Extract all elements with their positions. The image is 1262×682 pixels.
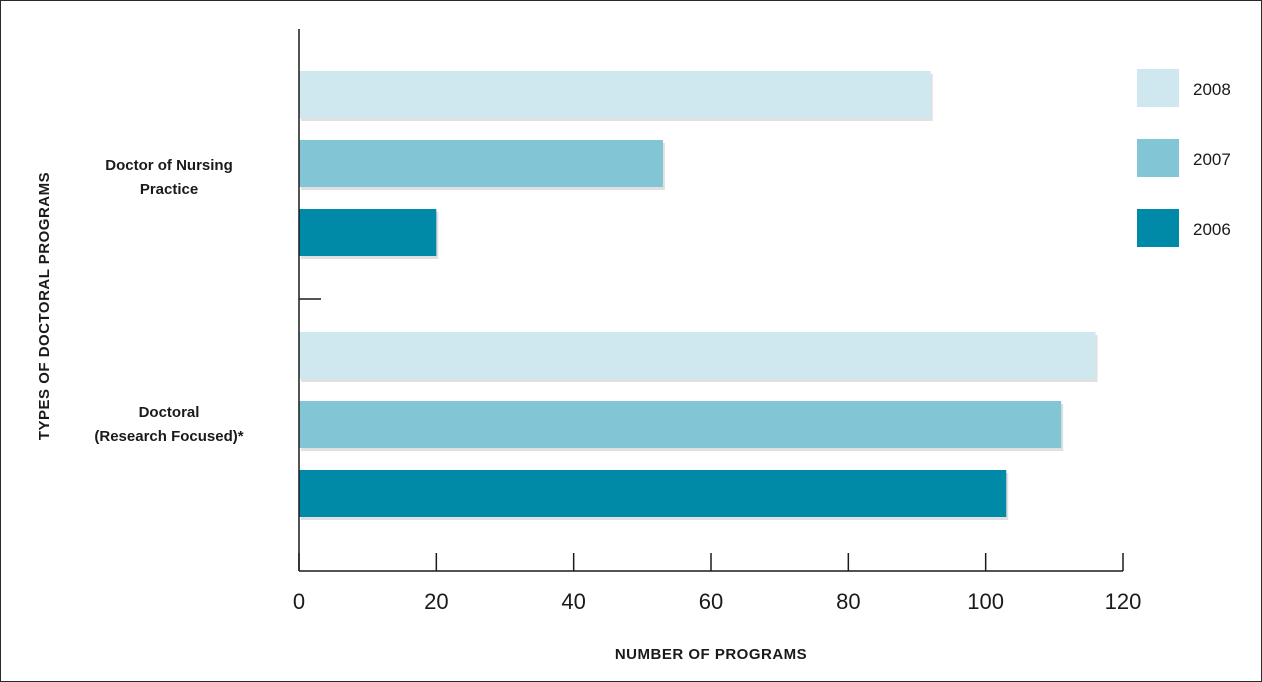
legend-swatch-2007 — [1137, 139, 1179, 177]
legend-label-2007: 2007 — [1193, 150, 1231, 169]
x-tick-label: 20 — [424, 589, 448, 614]
bars-layer — [299, 71, 1098, 520]
x-ticks-layer: 0 20 40 60 80 100 120 — [293, 553, 1141, 614]
legend-swatch-2006 — [1137, 209, 1179, 247]
x-tick-label: 60 — [699, 589, 723, 614]
y-axis-title: TYPES OF DOCTORAL PROGRAMS — [36, 172, 53, 440]
x-tick-label: 40 — [561, 589, 585, 614]
legend: 2008 2007 2006 — [1137, 69, 1231, 247]
legend-label-2006: 2006 — [1193, 220, 1231, 239]
legend-swatch-2008 — [1137, 69, 1179, 107]
bar-2007-category-0 — [299, 140, 663, 187]
category-label: Doctor of Nursing — [105, 157, 233, 174]
x-tick-label: 120 — [1105, 589, 1142, 614]
category-label: Practice — [140, 181, 198, 198]
x-tick-label: 100 — [967, 589, 1004, 614]
bar-2006-category-0 — [299, 209, 437, 256]
x-axis-title: NUMBER OF PROGRAMS — [615, 646, 807, 663]
bar-2008-category-1 — [299, 332, 1096, 379]
bar-2008-category-0 — [299, 71, 931, 118]
bar-2007-category-1 — [299, 401, 1062, 448]
category-labels-layer: Doctor of Nursing Practice Doctoral (Resear… — [94, 157, 243, 445]
category-label: (Research Focused)* — [94, 428, 243, 445]
legend-label-2008: 2008 — [1193, 80, 1231, 99]
bar-2006-category-1 — [299, 470, 1007, 517]
category-label: Doctoral — [139, 404, 200, 421]
x-tick-label: 80 — [836, 589, 860, 614]
x-tick-label: 0 — [293, 589, 305, 614]
